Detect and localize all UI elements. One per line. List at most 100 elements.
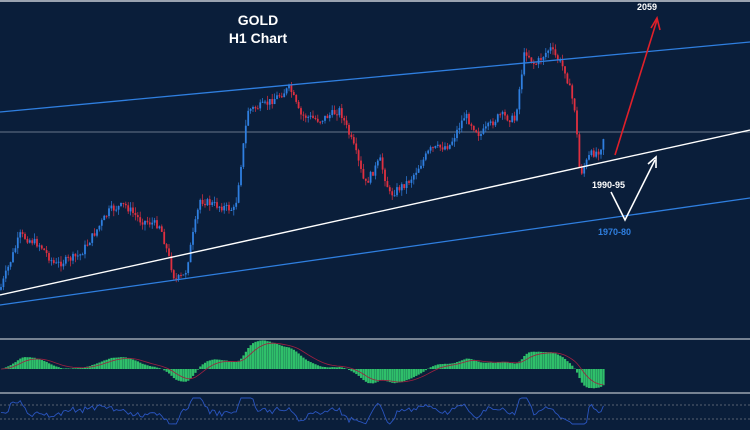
macd-histogram-bar: [40, 360, 43, 369]
macd-histogram-bar: [36, 358, 39, 369]
macd-histogram-bar: [276, 343, 279, 369]
candle-body: [465, 113, 468, 119]
macd-histogram-bar: [184, 369, 187, 382]
candle-body: [357, 150, 360, 161]
candle-body: [208, 199, 211, 206]
macd-histogram-bar: [324, 366, 327, 369]
macd-histogram-bar: [168, 369, 171, 374]
candle-body: [266, 101, 269, 105]
macd-histogram-bar: [247, 348, 250, 369]
candle-body: [237, 185, 240, 203]
macd-histogram-bar: [280, 345, 283, 369]
candle-body: [2, 278, 5, 288]
macd-histogram-bar: [216, 359, 219, 369]
candle-body: [484, 126, 487, 129]
macd-histogram-bar: [300, 355, 303, 369]
candle-body: [331, 110, 334, 116]
macd-histogram-bar: [357, 369, 360, 376]
macd-histogram-bar: [355, 369, 358, 375]
candle-body: [420, 165, 422, 169]
candle-body: [336, 114, 338, 116]
macd-histogram-bar: [170, 369, 173, 376]
macd-histogram-bar: [381, 369, 384, 381]
candle-body: [136, 215, 139, 218]
candle-body: [261, 101, 264, 103]
candle-body: [93, 233, 96, 236]
macd-histogram-bar: [523, 355, 526, 369]
macd-histogram-bar: [475, 360, 478, 369]
candle-body: [417, 168, 420, 173]
candle-body: [328, 115, 331, 119]
macd-histogram-bar: [463, 359, 466, 369]
macd-histogram-bar: [285, 347, 288, 369]
candle-body: [91, 233, 94, 243]
macd-histogram-bar: [211, 359, 214, 369]
macd-histogram-bar: [396, 369, 399, 383]
candle-body: [228, 204, 230, 211]
annotation-support-1990-95: 1990-95: [592, 180, 626, 190]
target-arrow-head: [650, 15, 661, 31]
projection-arrow-head: [647, 155, 657, 168]
macd-histogram-bar: [400, 369, 403, 382]
candle-body: [350, 134, 353, 138]
candle-body: [7, 266, 10, 271]
candle-body: [345, 120, 348, 125]
macd-histogram-bar: [410, 369, 413, 379]
macd-histogram-bar: [592, 369, 595, 389]
candle-body: [374, 165, 377, 176]
macd-histogram-bar: [192, 369, 195, 376]
macd-histogram-bar: [376, 369, 379, 382]
macd-histogram-bar: [336, 367, 339, 369]
macd-histogram-bar: [132, 359, 135, 369]
candle-body: [518, 89, 521, 110]
macd-histogram-bar: [547, 352, 550, 369]
candle-body: [127, 205, 130, 212]
candle-body: [302, 114, 305, 116]
candle-body: [216, 202, 218, 208]
candle-body: [578, 134, 581, 168]
candle-body: [576, 110, 578, 135]
macd-histogram-bar: [264, 340, 267, 369]
candle-body: [573, 98, 576, 111]
candle-body: [148, 222, 151, 225]
macd-histogram-bar: [268, 341, 271, 369]
macd-histogram-bar: [393, 369, 396, 384]
macd-histogram-bar: [124, 357, 127, 369]
macd-histogram-bar: [525, 353, 528, 369]
candle-body: [379, 157, 382, 161]
macd-histogram-bar: [206, 361, 209, 369]
candle-body: [480, 133, 482, 137]
macd-histogram-bar: [434, 365, 437, 369]
candle-body: [554, 49, 557, 56]
candle-body: [475, 130, 478, 133]
candle-body: [590, 150, 593, 156]
candle-body: [429, 147, 432, 151]
candle-body: [388, 187, 391, 192]
macd-histogram-bar: [304, 359, 307, 369]
macd-histogram-bar: [576, 369, 579, 373]
candle-body: [367, 180, 370, 183]
macd-histogram-bar: [540, 351, 543, 369]
macd-histogram-bar: [199, 366, 202, 369]
macd-histogram-bar: [436, 364, 439, 369]
macd-histogram-bar: [513, 363, 516, 369]
candle-body: [163, 231, 166, 245]
candle-body: [264, 101, 266, 103]
macd-histogram-bar: [537, 351, 540, 369]
macd-histogram-bar: [379, 369, 382, 381]
candle-body: [156, 220, 158, 229]
macd-histogram-bar: [348, 369, 351, 371]
candle-body: [355, 143, 358, 151]
macd-histogram-bar: [28, 357, 31, 369]
candle-body: [153, 220, 156, 223]
candle-body: [592, 150, 595, 157]
candle-body: [314, 117, 317, 119]
candle-body: [540, 58, 542, 60]
macd-histogram-bar: [43, 360, 46, 369]
macd-histogram-bar: [489, 362, 492, 369]
upper-channel-line: [0, 41, 750, 113]
macd-histogram-bar: [458, 361, 461, 369]
macd-histogram-bar: [468, 358, 471, 369]
candle-body: [247, 110, 250, 126]
